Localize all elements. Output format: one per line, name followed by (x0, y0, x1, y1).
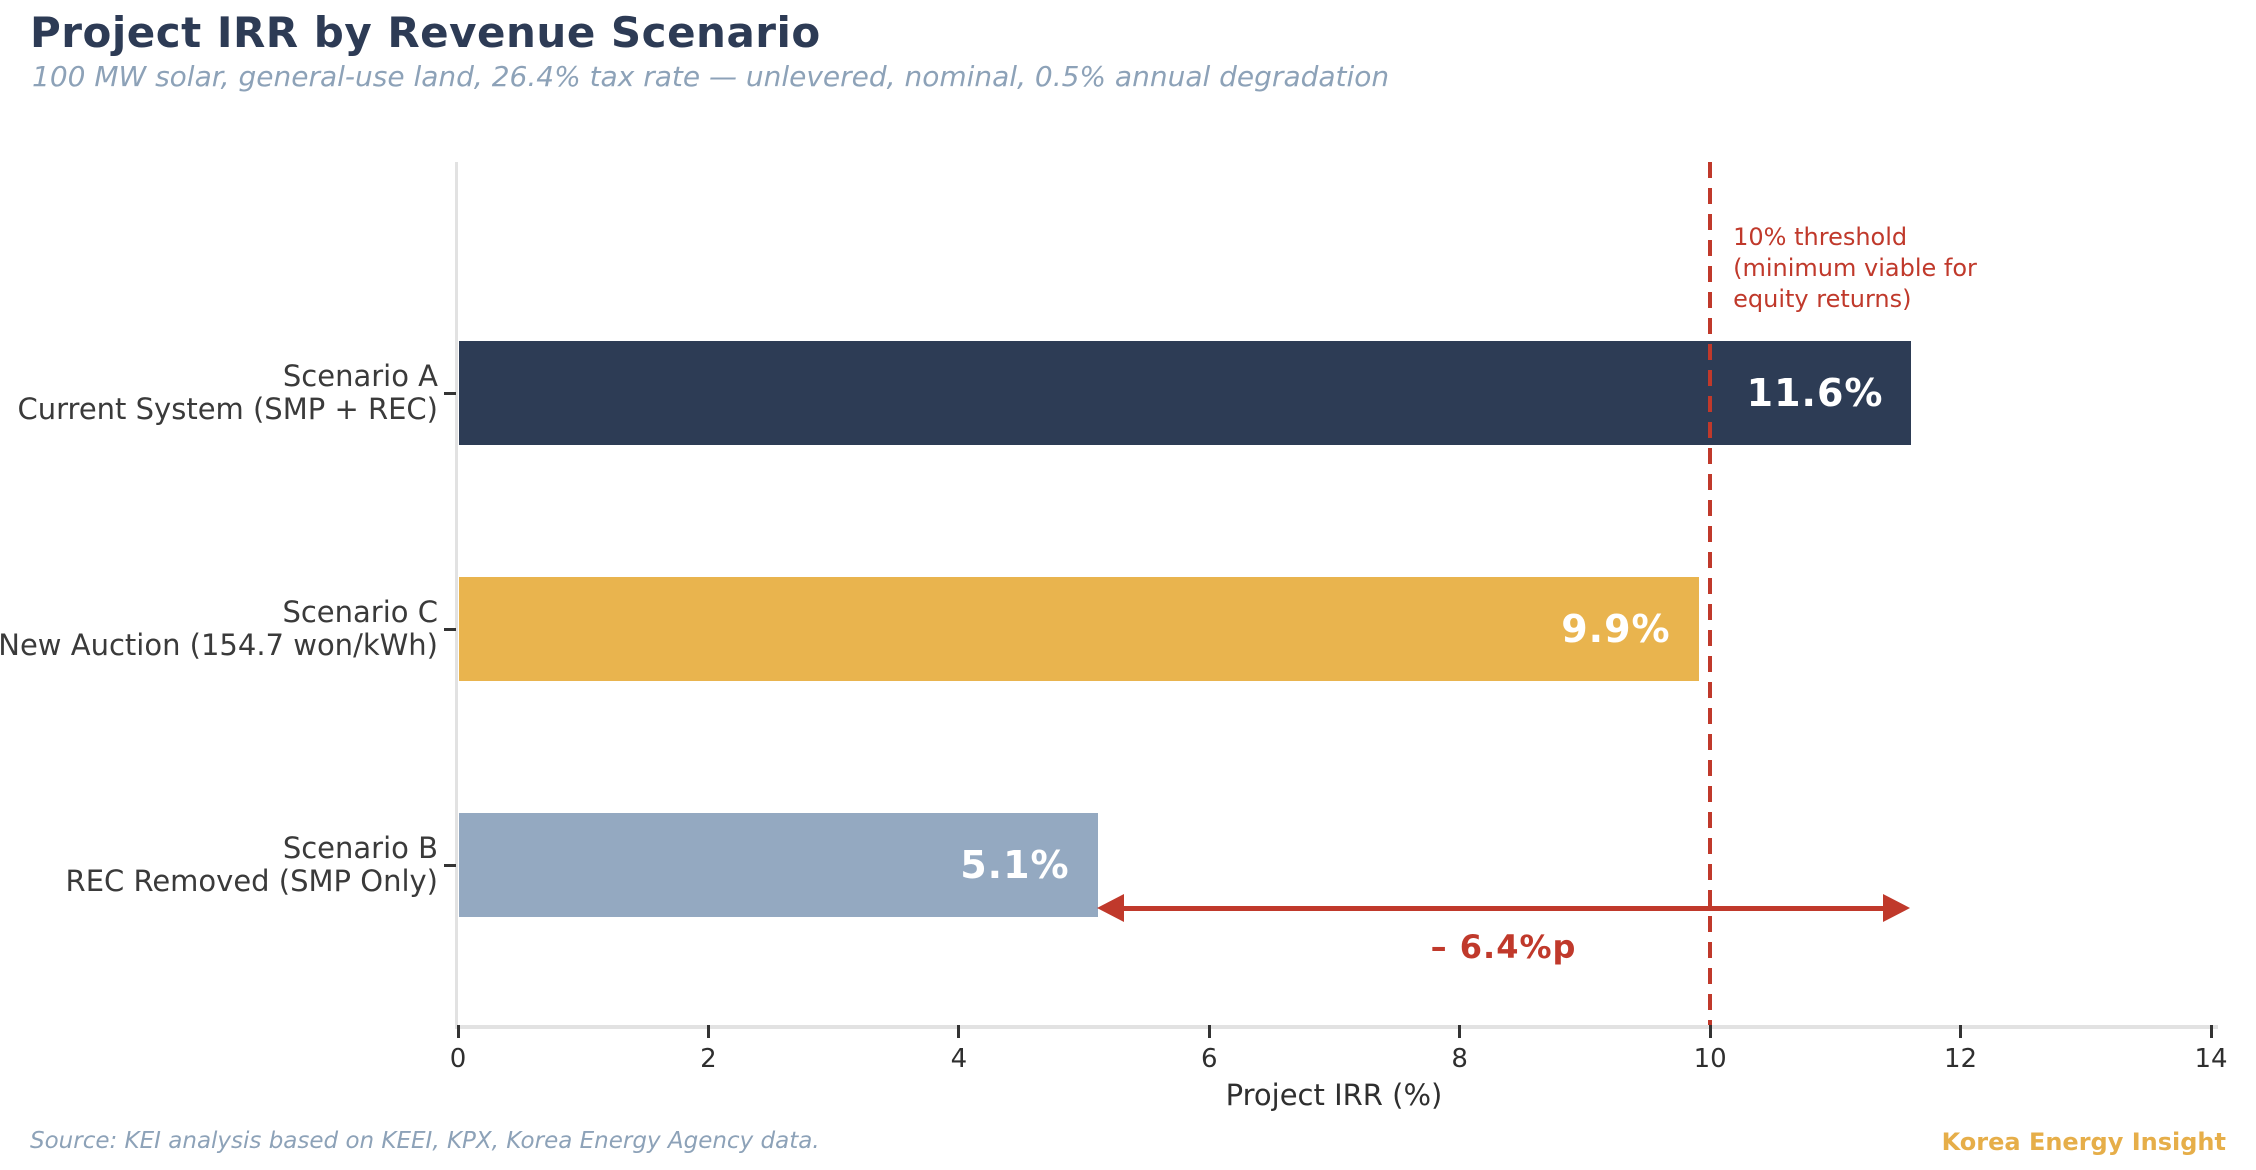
threshold-annotation-line: equity returns) (1733, 285, 1912, 313)
x-tick-label: 2 (700, 1044, 717, 1074)
category-label-line: Scenario A (282, 359, 438, 393)
y-tick-mark (444, 864, 456, 867)
threshold-annotation-line: (minimum viable for (1733, 254, 1977, 282)
bar: 9.9% (459, 577, 1699, 681)
x-tick-mark (1458, 1025, 1462, 1038)
x-tick-mark (1959, 1025, 1963, 1038)
x-tick-mark (2209, 1025, 2213, 1038)
x-tick-label: 6 (1201, 1044, 1218, 1074)
category-label: Scenario A Current System (SMP + REC) (0, 359, 439, 426)
x-tick-mark (456, 1025, 460, 1038)
category-label: Scenario B REC Removed (SMP Only) (0, 832, 438, 898)
y-tick-mark (444, 628, 456, 631)
page-subtitle: 100 MW solar, general-use land, 26.4% ta… (32, 60, 1390, 93)
delta-arrow-line (1118, 905, 1889, 911)
threshold-line (1708, 162, 1713, 1025)
y-axis-spine (455, 162, 458, 1025)
x-axis-title: Project IRR (%) (1225, 1078, 1443, 1112)
delta-arrow-head-right-icon (1883, 894, 1911, 922)
x-axis-line (455, 1025, 2218, 1029)
source-note: Source: KEI analysis based on KEEI, KPX,… (30, 1128, 820, 1154)
category-label-line: REC Removed (SMP Only) (65, 864, 438, 898)
x-tick-label: 12 (1944, 1044, 1978, 1074)
bar-value-label: 11.6% (1746, 371, 1884, 415)
y-tick-mark (444, 392, 456, 395)
x-tick-label: 8 (1451, 1044, 1468, 1074)
x-tick-mark (957, 1025, 961, 1038)
category-label-line: New Auction (154.7 won/kWh) (0, 628, 438, 662)
page-title: Project IRR by Revenue Scenario (30, 8, 821, 57)
threshold-annotation-line: 10% threshold (1733, 223, 1908, 251)
x-tick-label: 14 (2194, 1044, 2228, 1074)
delta-label: – 6.4%p (1430, 928, 1577, 966)
category-label-line: Scenario C (282, 595, 438, 629)
brand-label: Korea Energy Insight (1941, 1128, 2226, 1156)
bar-value-label: 5.1% (960, 843, 1070, 887)
x-tick-mark (1708, 1025, 1712, 1038)
bar: 11.6% (459, 341, 1912, 445)
bar-value-label: 9.9% (1561, 607, 1671, 651)
category-label-line: Scenario B (282, 831, 438, 865)
x-tick-mark (1207, 1025, 1211, 1038)
bar: 5.1% (459, 813, 1098, 917)
threshold-annotation: 10% threshold (minimum viable for equity r… (1733, 222, 1977, 315)
x-tick-label: 0 (449, 1044, 467, 1074)
delta-arrow-head-left-icon (1096, 894, 1124, 922)
category-label: Scenario C New Auction (154.7 won/kWh) (0, 596, 438, 662)
x-tick-mark (706, 1025, 710, 1038)
x-tick-label: 10 (1693, 1044, 1727, 1074)
category-label-line: Current System (SMP + REC) (17, 392, 439, 426)
x-tick-label: 4 (950, 1044, 968, 1074)
